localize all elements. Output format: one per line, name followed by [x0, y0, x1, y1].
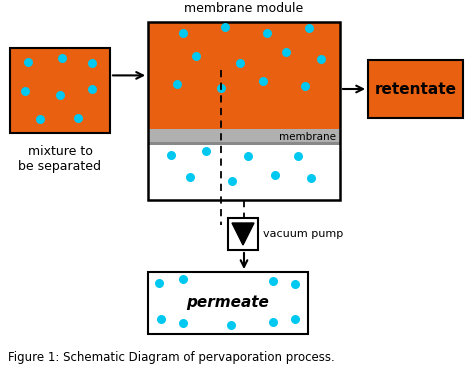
Text: Figure 1: Schematic Diagram of pervaporation process.: Figure 1: Schematic Diagram of pervapora…	[8, 351, 335, 363]
Bar	[148, 142, 340, 145]
Bar	[148, 272, 308, 334]
Bar	[148, 22, 340, 129]
Text: membrane: membrane	[279, 132, 336, 142]
Bar	[148, 129, 340, 145]
Text: permeate: permeate	[187, 296, 269, 310]
Bar	[148, 145, 340, 200]
Bar	[368, 60, 463, 118]
Bar	[228, 218, 258, 250]
Bar	[10, 48, 110, 133]
Polygon shape	[232, 223, 254, 245]
Text: membrane module: membrane module	[184, 2, 304, 15]
Text: mixture to
be separated: mixture to be separated	[18, 145, 101, 173]
Text: vacuum pump: vacuum pump	[263, 229, 343, 239]
Bar	[148, 22, 340, 200]
Text: retentate: retentate	[374, 81, 456, 97]
